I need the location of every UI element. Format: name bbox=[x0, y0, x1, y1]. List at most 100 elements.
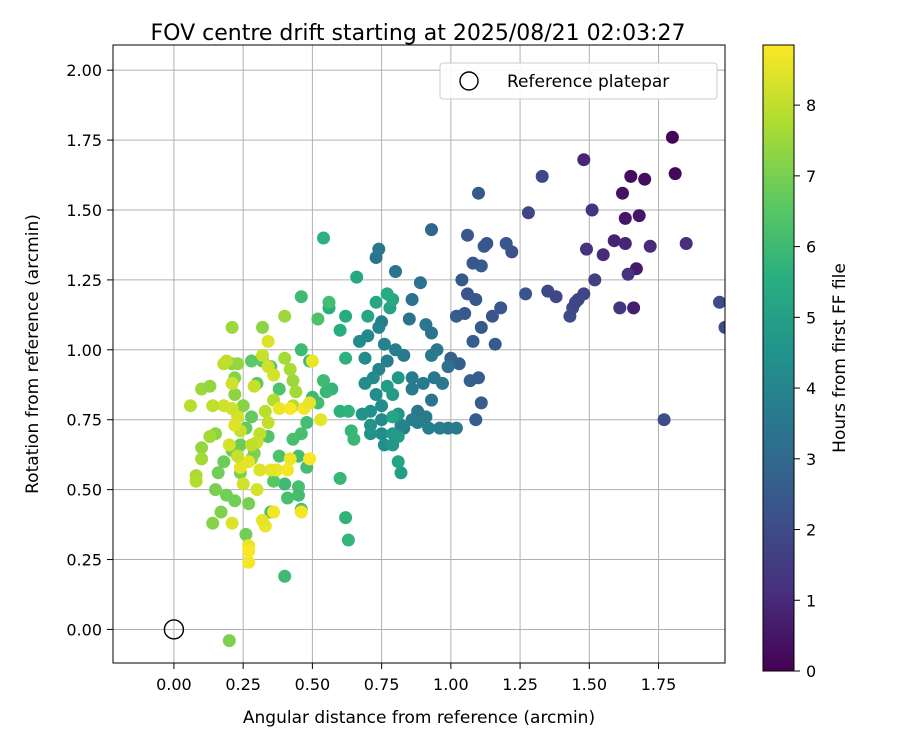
scatter-point bbox=[632, 209, 646, 223]
scatter-point bbox=[436, 376, 449, 390]
scatter-point bbox=[563, 309, 577, 323]
scatter-point bbox=[283, 362, 297, 376]
colorbar-tick-label: 8 bbox=[806, 96, 816, 115]
scatter-point bbox=[425, 223, 438, 237]
colorbar-tick-label: 4 bbox=[806, 379, 816, 398]
scatter-point bbox=[580, 242, 593, 256]
x-tick-label: 1.50 bbox=[571, 675, 607, 694]
scatter-point bbox=[466, 334, 480, 348]
scatter-point bbox=[389, 265, 402, 278]
scatter-point bbox=[286, 374, 300, 388]
scatter-point bbox=[228, 494, 242, 508]
scatter-point bbox=[195, 441, 209, 455]
x-tick-label: 1.00 bbox=[433, 675, 469, 694]
scatter-point bbox=[203, 379, 217, 393]
scatter-point bbox=[369, 295, 383, 309]
scatter-point bbox=[242, 497, 256, 511]
y-tick-label: 1.75 bbox=[66, 131, 102, 150]
scatter-point bbox=[250, 483, 264, 497]
legend: Reference platepar bbox=[439, 62, 718, 100]
scatter-point bbox=[449, 421, 463, 435]
y-tick-label: 0.75 bbox=[66, 411, 102, 430]
scatter-point bbox=[245, 438, 258, 452]
scatter-point bbox=[206, 399, 220, 413]
scatter-point bbox=[364, 427, 377, 441]
reference-marker-layer bbox=[163, 619, 185, 640]
scatter-point bbox=[713, 295, 725, 309]
scatter-point bbox=[231, 449, 245, 463]
scatter-point bbox=[261, 334, 275, 348]
scatter-point bbox=[267, 368, 281, 382]
scatter-point bbox=[549, 290, 563, 304]
colorbar-tick-label: 1 bbox=[806, 591, 816, 610]
y-tick-label: 0.00 bbox=[66, 620, 102, 639]
scatter-point bbox=[405, 371, 419, 385]
scatter-point bbox=[294, 290, 308, 304]
scatter-point bbox=[425, 326, 438, 340]
scatter-point bbox=[405, 382, 419, 396]
scatter-point bbox=[588, 273, 602, 287]
scatter-point bbox=[372, 320, 386, 334]
scatter-point bbox=[217, 455, 231, 469]
x-axis-label: Angular distance from reference (arcmin) bbox=[243, 708, 595, 728]
scatter-point bbox=[361, 309, 375, 323]
scatter-point bbox=[341, 404, 355, 418]
scatter-point bbox=[391, 455, 405, 469]
scatter-point bbox=[569, 295, 582, 309]
scatter-point bbox=[577, 153, 591, 167]
scatter-point bbox=[375, 427, 389, 441]
scatter-point bbox=[627, 301, 641, 315]
scatter-point bbox=[245, 410, 258, 424]
colorbar-tick-label: 7 bbox=[806, 167, 816, 186]
scatter-point bbox=[425, 348, 438, 362]
scatter-point bbox=[350, 270, 364, 284]
scatter-point bbox=[278, 569, 292, 583]
scatter-point bbox=[281, 491, 294, 505]
scatter-point bbox=[286, 432, 300, 446]
scatter-point bbox=[494, 301, 508, 315]
scatter-point bbox=[272, 449, 286, 463]
scatter-point bbox=[339, 309, 353, 323]
scatter-point bbox=[607, 234, 621, 248]
scatter-point bbox=[616, 186, 629, 200]
scatter-point bbox=[283, 402, 297, 415]
scatter-point bbox=[247, 379, 261, 393]
scatter-point bbox=[333, 323, 347, 337]
scatter-point bbox=[358, 351, 372, 365]
colorbar-ticks: 0 1 2 3 4 5 6 7 8 bbox=[794, 96, 816, 681]
scatter-point bbox=[267, 505, 281, 519]
scatter-points bbox=[184, 130, 725, 648]
scatter-point bbox=[413, 276, 427, 290]
scatter-point bbox=[499, 237, 513, 250]
scatter-point bbox=[433, 421, 447, 435]
scatter-point bbox=[231, 357, 245, 371]
scatter-point bbox=[341, 533, 355, 547]
scatter-point bbox=[416, 376, 430, 390]
scatter-point bbox=[372, 242, 386, 256]
y-tick-label: 1.50 bbox=[66, 201, 102, 220]
colorbar-label: Hours from first FF file bbox=[830, 263, 850, 453]
scatter-point bbox=[347, 432, 361, 446]
y-tick-label: 1.25 bbox=[66, 271, 102, 290]
scatter-point bbox=[195, 452, 209, 466]
scatter-point bbox=[621, 267, 635, 281]
scatter-point bbox=[718, 320, 725, 334]
scatter-point bbox=[596, 248, 610, 262]
scatter-point bbox=[369, 388, 383, 401]
scatter-point bbox=[466, 256, 480, 270]
scatter-point bbox=[613, 301, 627, 315]
scatter-point bbox=[189, 474, 203, 488]
scatter-point bbox=[242, 555, 256, 569]
scatter-point bbox=[455, 273, 469, 287]
x-tick-label: 0.75 bbox=[364, 675, 400, 694]
scatter-point bbox=[228, 418, 242, 432]
scatter-point bbox=[405, 293, 419, 306]
x-tick-label: 0.25 bbox=[225, 675, 261, 694]
colorbar-tick-label: 2 bbox=[806, 521, 816, 540]
scatter-point bbox=[394, 418, 408, 432]
scatter-point bbox=[380, 354, 394, 368]
colorbar-tick-label: 0 bbox=[806, 662, 816, 681]
scatter-point bbox=[386, 410, 400, 424]
scatter-point bbox=[278, 477, 292, 491]
